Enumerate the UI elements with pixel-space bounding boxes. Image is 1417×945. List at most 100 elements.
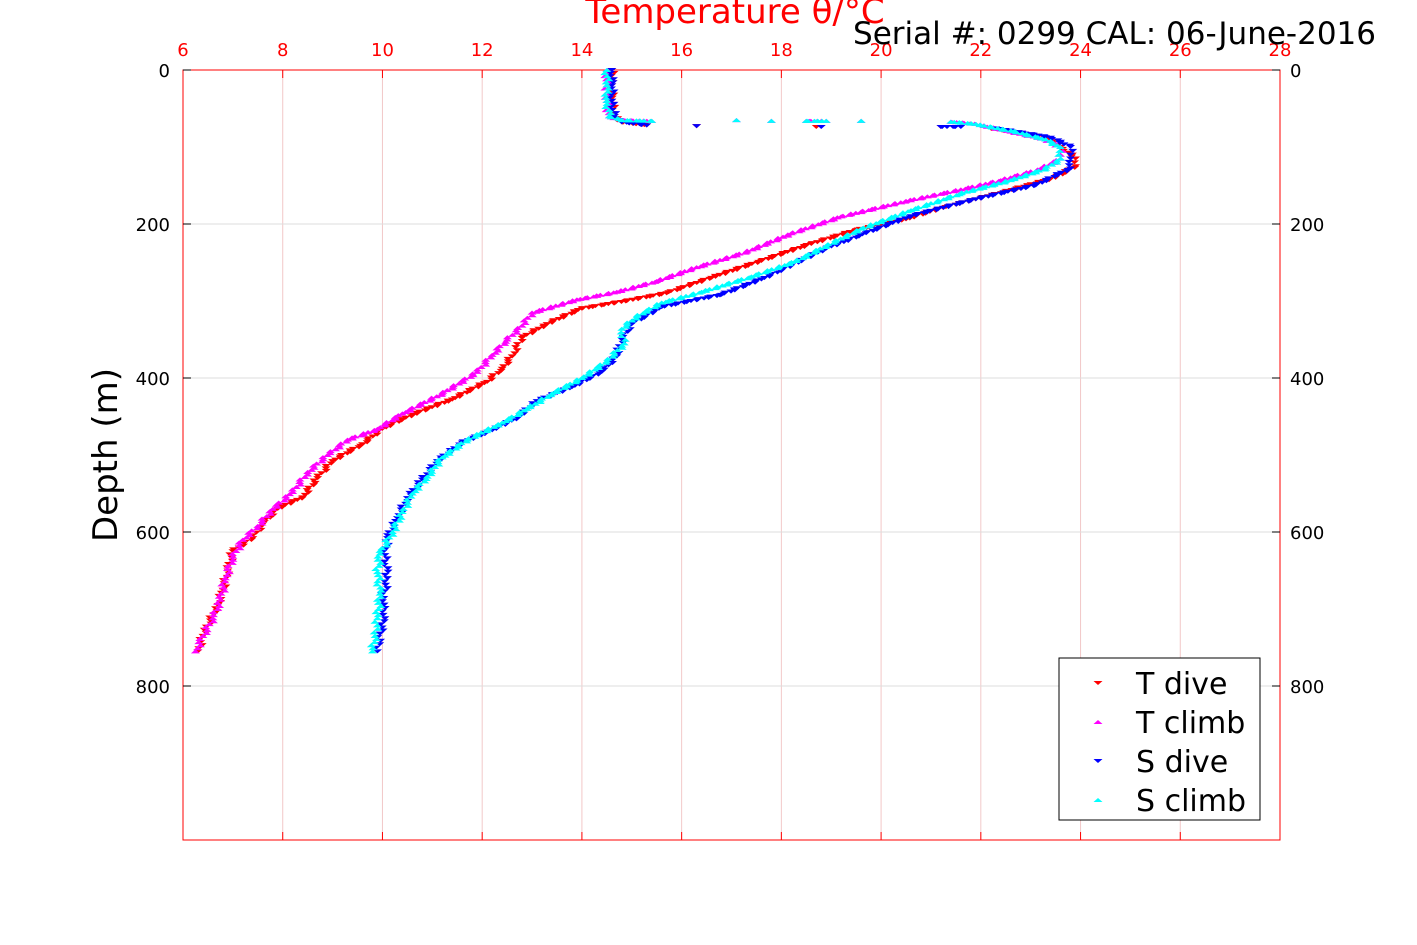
data-point xyxy=(851,210,861,215)
data-point xyxy=(375,425,385,430)
data-point xyxy=(330,457,340,462)
data-point xyxy=(911,213,921,218)
data-point xyxy=(382,540,392,545)
data-point xyxy=(601,95,611,100)
data-point xyxy=(915,196,925,201)
data-point xyxy=(238,537,248,542)
data-point xyxy=(462,390,472,395)
legend-label: S dive xyxy=(1136,745,1228,780)
data-point xyxy=(642,309,652,314)
data-point xyxy=(551,303,561,308)
data-point xyxy=(222,566,232,571)
data-point xyxy=(215,603,225,608)
data-point xyxy=(932,200,942,205)
data-point xyxy=(1000,127,1010,132)
data-point xyxy=(817,118,827,123)
data-point xyxy=(864,207,874,213)
data-point xyxy=(470,434,480,439)
data-point xyxy=(253,523,263,528)
data-point xyxy=(627,318,637,323)
data-point xyxy=(617,343,627,348)
data-point xyxy=(321,466,331,471)
data-point xyxy=(939,197,949,202)
data-point xyxy=(376,560,386,565)
data-point xyxy=(606,104,616,109)
data-point xyxy=(661,275,671,281)
data-point xyxy=(981,181,991,186)
data-point xyxy=(476,364,486,370)
data-point xyxy=(371,637,381,642)
data-point xyxy=(896,212,906,217)
data-point xyxy=(228,554,238,559)
data-point xyxy=(238,543,248,548)
data-point xyxy=(473,385,483,390)
data-point xyxy=(432,404,442,409)
data-point xyxy=(788,230,798,235)
data-point xyxy=(765,274,775,279)
data-point xyxy=(579,374,589,379)
data-point xyxy=(432,394,442,399)
data-point xyxy=(496,368,506,373)
data-point xyxy=(373,554,383,559)
data-point xyxy=(194,640,204,645)
data-point xyxy=(510,351,520,356)
data-point xyxy=(674,296,684,301)
data-point xyxy=(366,643,376,648)
data-point xyxy=(534,326,544,331)
data-point xyxy=(519,408,529,413)
data-point xyxy=(807,241,817,246)
data-point xyxy=(826,218,836,223)
data-point xyxy=(343,437,353,442)
data-point xyxy=(454,381,464,386)
x-tick-label: 14 xyxy=(570,40,593,61)
data-point xyxy=(609,290,619,295)
data-point xyxy=(295,477,305,482)
data-point xyxy=(427,405,437,410)
data-point xyxy=(244,530,254,535)
data-point xyxy=(590,367,600,372)
data-point xyxy=(1012,130,1022,135)
data-point xyxy=(608,361,618,366)
data-point xyxy=(397,509,407,515)
series-t-dive xyxy=(193,67,1081,654)
data-point xyxy=(208,610,218,615)
data-point xyxy=(726,289,736,294)
data-point xyxy=(740,250,750,255)
data-point xyxy=(387,418,397,423)
y-tick-label-right: 200 xyxy=(1290,215,1324,236)
data-point xyxy=(331,447,341,452)
data-point xyxy=(208,619,218,624)
data-point xyxy=(342,439,352,444)
data-point xyxy=(190,649,200,654)
x-tick-label: 26 xyxy=(1169,40,1192,61)
data-point xyxy=(242,535,252,540)
data-point xyxy=(602,74,612,79)
data-point xyxy=(829,240,839,245)
data-point xyxy=(692,281,702,286)
data-point xyxy=(773,266,783,271)
data-point xyxy=(632,312,642,317)
data-point xyxy=(307,467,317,472)
data-point xyxy=(303,490,313,495)
data-point xyxy=(722,282,732,287)
data-point xyxy=(257,518,267,524)
data-point xyxy=(379,602,389,607)
data-point xyxy=(522,315,532,320)
data-point xyxy=(511,328,521,333)
data-point xyxy=(310,480,320,485)
data-point xyxy=(527,313,537,318)
series-s-climb xyxy=(366,67,1066,654)
data-point xyxy=(231,548,241,554)
data-point xyxy=(388,532,398,537)
data-point xyxy=(407,491,417,496)
data-point xyxy=(426,464,436,469)
data-point xyxy=(291,484,301,489)
data-point xyxy=(611,111,621,116)
data-point xyxy=(309,483,319,488)
data-point xyxy=(376,585,386,590)
data-point xyxy=(286,501,296,506)
y-tick-label-left: 0 xyxy=(159,61,170,82)
data-point xyxy=(556,302,566,307)
data-point xyxy=(759,276,769,281)
